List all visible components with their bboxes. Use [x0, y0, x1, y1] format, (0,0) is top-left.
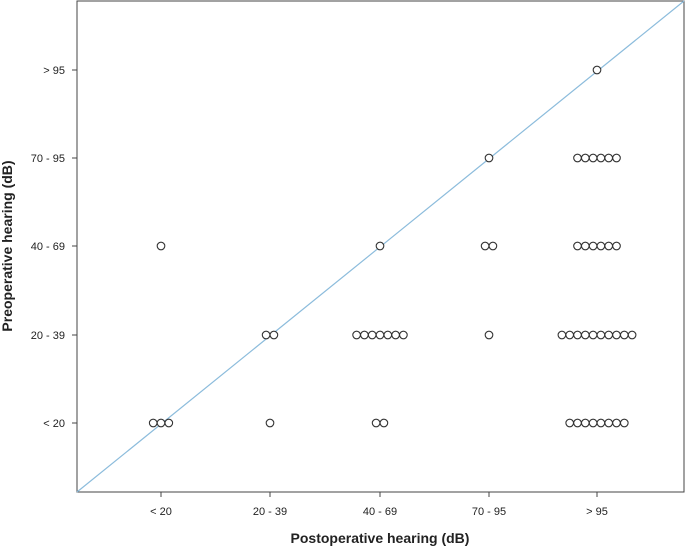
data-point-95-20-39-9 [619, 330, 629, 340]
data-point-40-69-20-39-4 [375, 330, 385, 340]
data-point-40-69-20-2 [379, 418, 389, 428]
x-axis-title: Postoperative hearing (dB) [291, 530, 470, 546]
data-point-95-20-39-6 [596, 330, 606, 340]
data-point-95-20-4 [588, 418, 598, 428]
data-point-95-20-6 [604, 418, 614, 428]
data-point-40-69-20-39-5 [383, 330, 393, 340]
y-tick-label-3: 40 - 69 [31, 241, 65, 253]
data-point-70-95-40-69-2 [488, 241, 498, 251]
data-point-95-20-8 [619, 418, 629, 428]
data-point-95-95-1 [592, 65, 602, 75]
x-tick-label-2: 20 - 39 [253, 506, 287, 518]
data-point-20-20-3 [164, 418, 174, 428]
data-point-20-40-69-1 [156, 241, 166, 251]
data-point-95-20-5 [596, 418, 606, 428]
data-point-40-69-20-39-7 [399, 330, 408, 340]
data-point-40-69-20-39-6 [391, 330, 400, 340]
x-tick-label-3: 40 - 69 [363, 506, 397, 518]
data-point-40-69-20-39-1 [352, 330, 361, 340]
data-point-95-20-39-3 [573, 330, 582, 340]
data-point-95-20-1 [565, 418, 575, 428]
data-point-20-39-20-39-2 [269, 330, 279, 340]
y-tick-label-5: > 95 [43, 65, 65, 77]
data-point-95-70-95-2 [580, 153, 590, 163]
data-point-40-69-20-39-2 [360, 330, 369, 340]
data-point-95-70-95-5 [604, 153, 614, 163]
y-axis-title: Preoperative hearing (dB) [0, 160, 15, 331]
data-point-95-20-39-1 [557, 330, 567, 340]
data-point-95-20-3 [580, 418, 590, 428]
data-point-95-70-95-1 [573, 153, 582, 163]
data-point-20-39-20-1 [265, 418, 275, 428]
data-point-95-20-39-7 [604, 330, 614, 340]
data-point-70-95-70-95-1 [484, 153, 494, 163]
data-point-95-70-95-6 [612, 153, 621, 163]
data-point-40-69-20-39-3 [367, 330, 377, 340]
data-point-95-20-39-8 [612, 330, 621, 340]
x-tick-label-4: 70 - 95 [472, 506, 506, 518]
x-tick-label-5: > 95 [586, 506, 608, 518]
data-point-40-69-40-69-1 [375, 241, 385, 251]
y-tick-label-2: 20 - 39 [31, 330, 65, 342]
data-point-95-40-69-5 [604, 241, 614, 251]
data-point-95-20-39-4 [580, 330, 590, 340]
data-point-95-70-95-4 [596, 153, 606, 163]
data-point-70-95-20-39-1 [484, 330, 494, 340]
data-point-95-20-39-2 [565, 330, 575, 340]
data-point-20-20-2 [156, 418, 166, 428]
data-point-95-20-39-10 [627, 330, 637, 340]
data-point-95-20-39-5 [588, 330, 598, 340]
y-tick-label-4: 70 - 95 [31, 153, 65, 165]
x-tick-label-1: < 20 [150, 506, 172, 518]
data-point-95-40-69-3 [588, 241, 598, 251]
data-point-20-20-1 [148, 418, 158, 428]
data-point-70-95-40-69-1 [480, 241, 490, 251]
data-point-95-40-69-1 [573, 241, 582, 251]
data-point-95-20-2 [573, 418, 582, 428]
data-point-95-40-69-4 [596, 241, 606, 251]
data-point-95-70-95-3 [588, 153, 598, 163]
data-point-95-40-69-6 [612, 241, 621, 251]
y-tick-label-1: < 20 [43, 418, 65, 430]
data-point-40-69-20-1 [371, 418, 381, 428]
data-point-95-20-7 [612, 418, 621, 428]
data-point-20-39-20-39-1 [261, 330, 271, 340]
data-point-95-40-69-2 [580, 241, 590, 251]
